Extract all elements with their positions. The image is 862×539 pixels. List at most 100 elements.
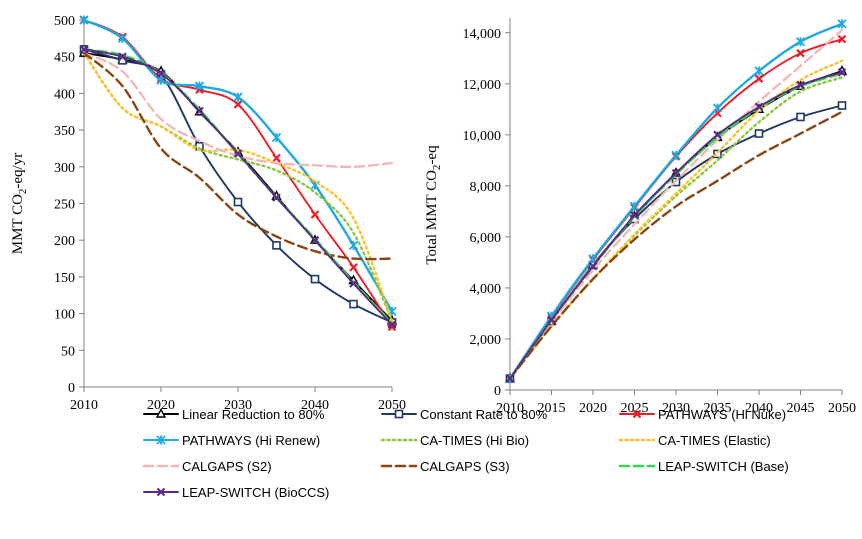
- legend-marker: [156, 435, 166, 445]
- right-point-pathways-hi-nuke: [754, 74, 764, 83]
- left-point-pathways-hi-renew: [194, 81, 205, 91]
- legend-label: CALGAPS (S3): [420, 459, 510, 474]
- right-y-tick-label: 2,000: [470, 333, 502, 348]
- legend-item-leap-switch-base: LEAP-SWITCH (Base): [618, 459, 789, 474]
- right-y-tick-label: 4,000: [470, 282, 502, 297]
- right-series-pathways-hi-renew: [508, 22, 844, 380]
- left-point-pathways-hi-renew: [271, 132, 282, 143]
- right-x-tick-label: 2025: [621, 401, 649, 416]
- right-point-leap-switch-bioccs: [630, 210, 639, 220]
- left-point-pathways-hi-nuke: [387, 322, 397, 332]
- left-point-leap-switch-bioccs: [310, 235, 320, 245]
- right-y-tick-label: 10,000: [463, 129, 502, 144]
- right-y-tick-label: 14,000: [463, 27, 502, 42]
- right-x-tick-label: 2015: [538, 401, 566, 416]
- right-y-tick-label: 6,000: [470, 231, 502, 246]
- left-y-tick-label: 150: [54, 271, 75, 286]
- right-point-constant-rate-to-80: [754, 129, 764, 138]
- left-y-tick-label: 350: [54, 124, 75, 139]
- right-y-tick-label: 12,000: [463, 78, 502, 93]
- right-point-leap-switch-bioccs: [713, 130, 722, 140]
- left-point-pathways-hi-nuke: [310, 210, 320, 219]
- legend-item-calgaps-s3: CALGAPS (S3): [380, 459, 510, 474]
- chart-cumulative-emissions: 0 2,000 4,000 6,000 8,000 10,000 12,000 14,000 2…: [424, 18, 856, 416]
- left-y-tick-label: 50: [61, 344, 75, 359]
- legend-label: LEAP-SWITCH (Base): [658, 459, 789, 474]
- left-series-leap-switch-base: [82, 48, 394, 325]
- left-x-tick-label: 2050: [378, 398, 406, 413]
- left-series-ca-times-elastic: [82, 51, 394, 323]
- left-y-tick-label: 300: [54, 161, 75, 176]
- legend-label: CA-TIMES (Elastic): [658, 433, 771, 448]
- left-point-leap-switch-bioccs: [233, 149, 243, 158]
- legend-label: CALGAPS (S2): [182, 459, 272, 474]
- right-point-leap-switch-bioccs: [505, 374, 515, 383]
- right-point-pathways-hi-nuke: [796, 48, 805, 58]
- right-point-leap-switch-bioccs: [547, 315, 556, 325]
- legend-item-ca-times-hi-bio: CA-TIMES (Hi Bio): [380, 433, 529, 448]
- left-point-pathways-hi-renew: [233, 92, 243, 102]
- legend-item-pathways-hi-nuke: PATHWAYS (Hi Nuke): [619, 407, 786, 422]
- right-point-pathways-hi-renew: [837, 19, 847, 29]
- legend-item-ca-times-elastic: CA-TIMES (Elastic): [618, 433, 771, 448]
- right-series-ca-times-elastic: [508, 59, 844, 380]
- right-x-tick-label: 2050: [828, 401, 856, 416]
- legend-item-leap-switch-bioccs: LEAP-SWITCH (BioCCS): [143, 485, 329, 500]
- right-point-leap-switch-bioccs: [796, 80, 805, 90]
- legend-item-constant-rate-to-80: Constant Rate to 80%: [381, 407, 548, 422]
- legend-marker: [155, 408, 167, 418]
- left-point-leap-switch-bioccs: [349, 279, 358, 288]
- left-point-pathways-hi-nuke: [233, 100, 243, 109]
- legend-label: Constant Rate to 80%: [420, 407, 548, 422]
- right-x-tick-label: 2040: [745, 401, 773, 416]
- left-point-pathways-hi-renew: [117, 33, 128, 43]
- left-y-tick-label: 0: [68, 381, 75, 396]
- legend-marker: [156, 487, 166, 497]
- left-point-leap-switch-bioccs: [272, 193, 281, 202]
- left-series-constant-rate-to-80: [83, 48, 393, 324]
- right-x-tick-label: 2030: [662, 401, 690, 416]
- right-series-calgaps-s3: [508, 110, 844, 380]
- left-point-leap-switch-bioccs: [79, 45, 89, 54]
- right-series-constant-rate-to-80: [509, 104, 843, 380]
- left-series-calgaps-s2: [82, 51, 394, 169]
- left-point-pathways-hi-renew: [348, 240, 359, 250]
- right-point-constant-rate-to-80: [713, 149, 722, 159]
- chart-emissions-per-year: 0 50 100 150 200 250 300 350 400 450 500 2010 2020 20…: [10, 14, 406, 413]
- left-x-tick-label: 2020: [147, 398, 175, 413]
- legend-item-linear-reduction-to-80: Linear Reduction to 80%: [143, 407, 325, 422]
- left-point-leap-switch-bioccs: [118, 52, 127, 61]
- left-series-leap-switch-bioccs: [83, 48, 393, 326]
- right-x-tick-label: 2035: [704, 401, 732, 416]
- left-point-constant-rate-to-80: [233, 197, 243, 207]
- right-point-constant-rate-to-80: [796, 112, 805, 122]
- left-series-pathways-hi-nuke: [83, 19, 393, 328]
- left-point-leap-switch-bioccs: [387, 320, 397, 329]
- right-point-leap-switch-bioccs: [671, 168, 681, 178]
- right-series-leap-switch-bioccs: [509, 71, 843, 380]
- legend-marker: [394, 409, 404, 419]
- left-y-tick-label: 500: [54, 14, 75, 29]
- legend-item-pathways-hi-renew: PATHWAYS (Hi Renew): [143, 433, 320, 448]
- right-point-leap-switch-bioccs: [837, 68, 847, 77]
- legend-marker: [632, 409, 642, 419]
- left-series-calgaps-s3: [82, 51, 394, 261]
- left-series-group: [78, 15, 398, 332]
- left-y-tick-label: 100: [54, 308, 75, 323]
- right-point-constant-rate-to-80: [837, 101, 847, 110]
- right-point-pathways-hi-renew: [754, 66, 764, 76]
- left-x-tick-label: 2040: [301, 398, 329, 413]
- legend-label: LEAP-SWITCH (BioCCS): [182, 485, 329, 500]
- left-point-pathways-hi-nuke: [272, 153, 281, 163]
- legend-label: Linear Reduction to 80%: [182, 407, 325, 422]
- legend-label: PATHWAYS (Hi Renew): [182, 433, 320, 448]
- right-y-axis-label: Total MMT CO2-eq: [424, 145, 443, 265]
- left-y-tick-label: 400: [54, 87, 75, 102]
- left-point-constant-rate-to-80: [310, 274, 320, 284]
- left-x-tick-label: 2030: [224, 398, 252, 413]
- legend-label: PATHWAYS (Hi Nuke): [658, 407, 786, 422]
- right-point-pathways-hi-renew: [712, 103, 723, 113]
- right-series-calgaps-s2: [508, 29, 844, 380]
- right-y-tick-label: 8,000: [470, 180, 502, 195]
- right-point-pathways-hi-renew: [795, 37, 806, 47]
